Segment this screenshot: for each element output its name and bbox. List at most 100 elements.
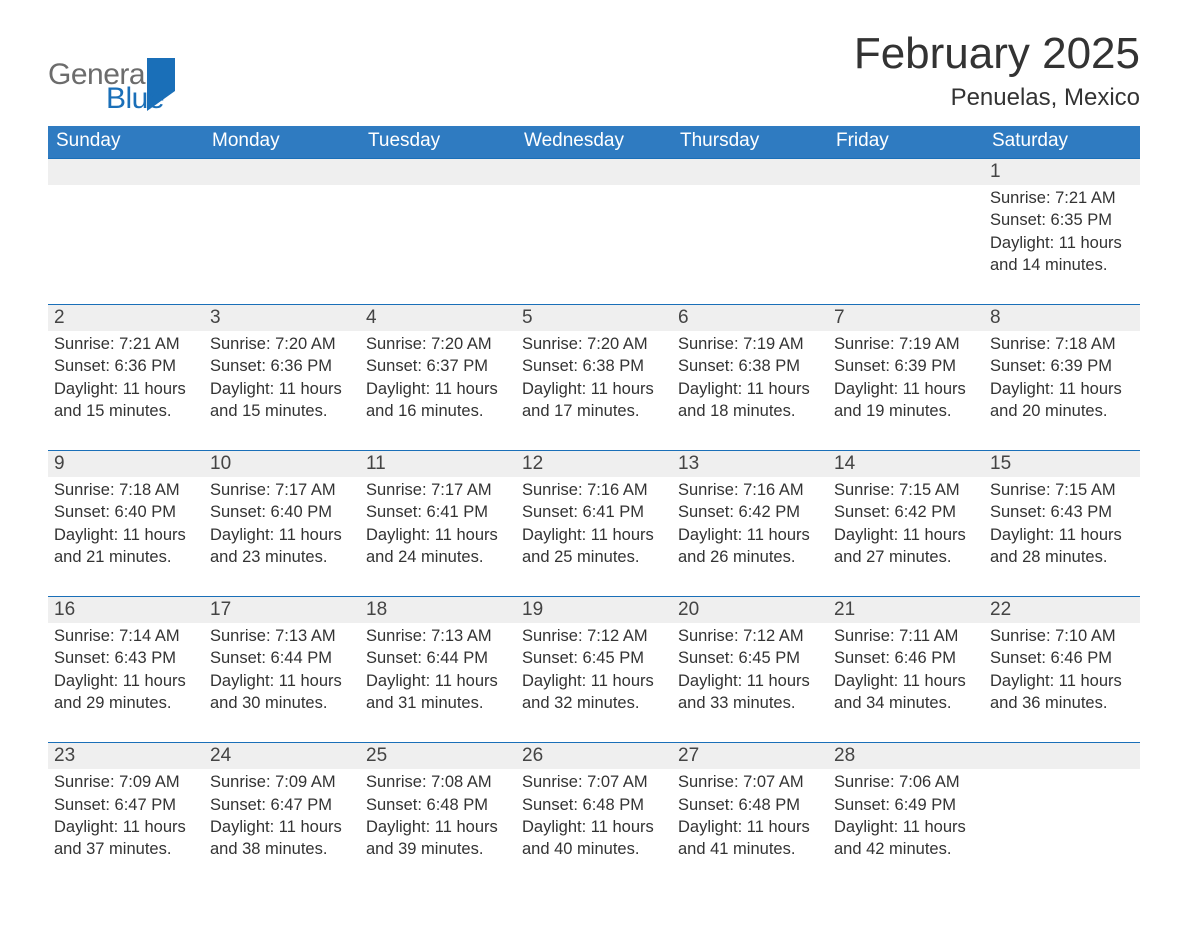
daylight-line: Daylight: 11 hours and 23 minutes. [210,524,354,569]
sunset-line: Sunset: 6:36 PM [54,355,198,377]
day-detail-cell [516,185,672,305]
day-number-cell: 6 [672,305,828,332]
day-header: Tuesday [360,126,516,159]
sunrise-line: Sunrise: 7:17 AM [366,479,510,501]
day-number-cell: 20 [672,597,828,624]
sunset-line: Sunset: 6:40 PM [54,501,198,523]
day-header: Wednesday [516,126,672,159]
day-detail-cell: Sunrise: 7:09 AMSunset: 6:47 PMDaylight:… [204,769,360,888]
day-detail-cell [984,769,1140,888]
day-number-cell: 22 [984,597,1140,624]
day-header: Monday [204,126,360,159]
day-detail-cell: Sunrise: 7:13 AMSunset: 6:44 PMDaylight:… [360,623,516,743]
day-detail-cell: Sunrise: 7:11 AMSunset: 6:46 PMDaylight:… [828,623,984,743]
day-detail-cell: Sunrise: 7:21 AMSunset: 6:35 PMDaylight:… [984,185,1140,305]
day-number-cell: 18 [360,597,516,624]
daylight-line: Daylight: 11 hours and 42 minutes. [834,816,978,861]
sunset-line: Sunset: 6:49 PM [834,794,978,816]
daylight-line: Daylight: 11 hours and 31 minutes. [366,670,510,715]
day-number-cell [516,159,672,186]
day-number-cell: 12 [516,451,672,478]
sunrise-line: Sunrise: 7:19 AM [678,333,822,355]
day-detail-cell [360,185,516,305]
sunrise-line: Sunrise: 7:15 AM [990,479,1134,501]
daylight-line: Daylight: 11 hours and 27 minutes. [834,524,978,569]
daylight-line: Daylight: 11 hours and 26 minutes. [678,524,822,569]
day-detail-cell: Sunrise: 7:12 AMSunset: 6:45 PMDaylight:… [672,623,828,743]
day-detail-cell: Sunrise: 7:20 AMSunset: 6:37 PMDaylight:… [360,331,516,451]
sunrise-line: Sunrise: 7:11 AM [834,625,978,647]
day-detail-cell: Sunrise: 7:19 AMSunset: 6:38 PMDaylight:… [672,331,828,451]
sunrise-line: Sunrise: 7:12 AM [678,625,822,647]
sunrise-line: Sunrise: 7:06 AM [834,771,978,793]
day-number-cell: 15 [984,451,1140,478]
daylight-line: Daylight: 11 hours and 34 minutes. [834,670,978,715]
daylight-line: Daylight: 11 hours and 28 minutes. [990,524,1134,569]
day-detail-cell: Sunrise: 7:07 AMSunset: 6:48 PMDaylight:… [516,769,672,888]
daylight-line: Daylight: 11 hours and 37 minutes. [54,816,198,861]
day-detail-cell: Sunrise: 7:14 AMSunset: 6:43 PMDaylight:… [48,623,204,743]
sunrise-line: Sunrise: 7:13 AM [210,625,354,647]
sunset-line: Sunset: 6:38 PM [678,355,822,377]
day-detail-cell: Sunrise: 7:07 AMSunset: 6:48 PMDaylight:… [672,769,828,888]
day-detail-cell [672,185,828,305]
day-detail-cell: Sunrise: 7:09 AMSunset: 6:47 PMDaylight:… [48,769,204,888]
day-number-cell: 8 [984,305,1140,332]
sunset-line: Sunset: 6:38 PM [522,355,666,377]
daylight-line: Daylight: 11 hours and 15 minutes. [210,378,354,423]
day-number-cell: 4 [360,305,516,332]
sunset-line: Sunset: 6:48 PM [366,794,510,816]
day-detail-cell: Sunrise: 7:17 AMSunset: 6:41 PMDaylight:… [360,477,516,597]
sunrise-line: Sunrise: 7:17 AM [210,479,354,501]
sunrise-line: Sunrise: 7:18 AM [54,479,198,501]
day-number-cell: 3 [204,305,360,332]
day-detail-cell [828,185,984,305]
day-number-cell: 1 [984,159,1140,186]
week-detail-row: Sunrise: 7:21 AMSunset: 6:35 PMDaylight:… [48,185,1140,305]
sunset-line: Sunset: 6:46 PM [834,647,978,669]
sunrise-line: Sunrise: 7:13 AM [366,625,510,647]
day-number-cell [204,159,360,186]
sunrise-line: Sunrise: 7:20 AM [366,333,510,355]
sunset-line: Sunset: 6:39 PM [990,355,1134,377]
day-header: Friday [828,126,984,159]
daylight-line: Daylight: 11 hours and 20 minutes. [990,378,1134,423]
sunset-line: Sunset: 6:42 PM [834,501,978,523]
sunrise-line: Sunrise: 7:14 AM [54,625,198,647]
day-number-cell [360,159,516,186]
sunset-line: Sunset: 6:47 PM [210,794,354,816]
week-daynum-row: 1 [48,159,1140,186]
daylight-line: Daylight: 11 hours and 21 minutes. [54,524,198,569]
calendar-table: SundayMondayTuesdayWednesdayThursdayFrid… [48,126,1140,888]
day-number-cell: 21 [828,597,984,624]
sunrise-line: Sunrise: 7:16 AM [522,479,666,501]
day-number-cell [828,159,984,186]
day-number-cell: 26 [516,743,672,770]
day-number-cell: 10 [204,451,360,478]
top-bar: General Blue February 2025 Penuelas, Mex… [48,30,1140,114]
calendar-header-row: SundayMondayTuesdayWednesdayThursdayFrid… [48,126,1140,159]
day-detail-cell: Sunrise: 7:21 AMSunset: 6:36 PMDaylight:… [48,331,204,451]
day-number-cell [48,159,204,186]
daylight-line: Daylight: 11 hours and 15 minutes. [54,378,198,423]
day-detail-cell: Sunrise: 7:20 AMSunset: 6:36 PMDaylight:… [204,331,360,451]
sunset-line: Sunset: 6:44 PM [366,647,510,669]
sunrise-line: Sunrise: 7:10 AM [990,625,1134,647]
day-number-cell: 13 [672,451,828,478]
sunrise-line: Sunrise: 7:07 AM [522,771,666,793]
sunset-line: Sunset: 6:41 PM [522,501,666,523]
week-detail-row: Sunrise: 7:18 AMSunset: 6:40 PMDaylight:… [48,477,1140,597]
calendar-page: General Blue February 2025 Penuelas, Mex… [0,0,1188,928]
daylight-line: Daylight: 11 hours and 38 minutes. [210,816,354,861]
day-number-cell: 9 [48,451,204,478]
sunrise-line: Sunrise: 7:07 AM [678,771,822,793]
sunrise-line: Sunrise: 7:19 AM [834,333,978,355]
day-detail-cell: Sunrise: 7:06 AMSunset: 6:49 PMDaylight:… [828,769,984,888]
daylight-line: Daylight: 11 hours and 29 minutes. [54,670,198,715]
day-number-cell: 24 [204,743,360,770]
day-detail-cell: Sunrise: 7:10 AMSunset: 6:46 PMDaylight:… [984,623,1140,743]
brand-logo: General Blue [48,30,175,114]
day-number-cell: 11 [360,451,516,478]
day-number-cell: 5 [516,305,672,332]
day-header: Sunday [48,126,204,159]
